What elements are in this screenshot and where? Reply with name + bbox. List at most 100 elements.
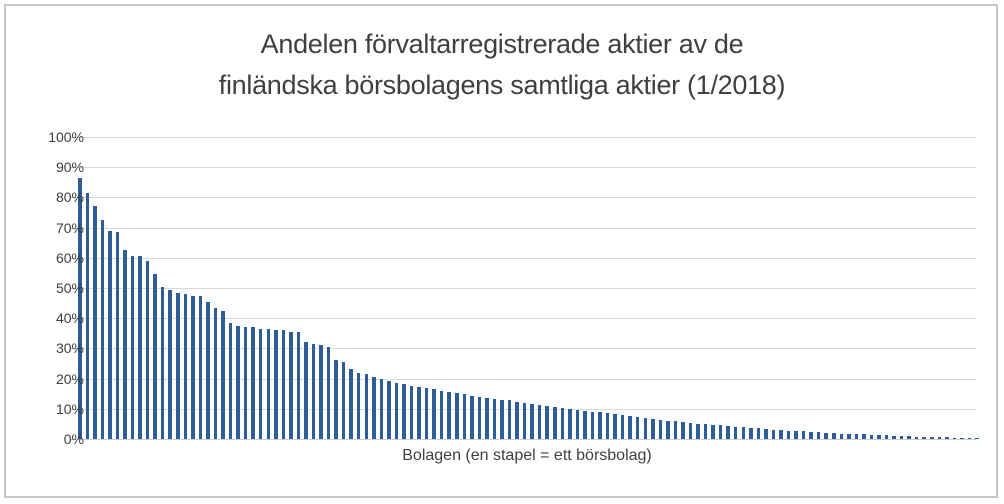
bar [349,368,353,439]
bar [598,412,602,439]
bar [138,256,142,439]
y-tick-mark [70,197,76,199]
y-tick-label-60: 60% [55,249,84,266]
bar [243,327,248,439]
bar [907,436,911,439]
bar [930,436,934,439]
bar [281,330,286,439]
bar [115,232,120,439]
bar [583,410,587,439]
bar [409,385,414,439]
bar [424,388,429,439]
bar [153,274,157,439]
bar [93,206,97,439]
bar [809,432,813,439]
bar [643,417,647,439]
bar [869,434,874,439]
bar [251,327,255,439]
y-tick-mark [70,227,76,229]
bar [862,434,866,439]
bar [387,381,391,439]
bar [296,331,301,439]
bar [816,432,821,439]
bar [145,260,150,439]
bar [530,403,534,439]
plot-area [70,137,979,440]
bar [945,437,949,439]
y-tick-mark [70,318,76,320]
bar [85,192,90,439]
bar [960,437,964,439]
gridline-80 [78,197,976,199]
bar [605,413,610,439]
bar [470,395,474,439]
y-tick-mark [70,348,76,350]
bar [545,406,549,439]
bar [839,433,844,439]
bar [266,328,270,439]
bar [515,401,519,439]
bar [628,416,632,439]
bar [500,399,504,439]
bar [507,400,512,439]
bar [537,405,542,439]
bar [794,431,798,439]
bar [666,420,670,439]
bar [688,423,693,439]
y-tick-mark [70,257,76,259]
gridline-20 [78,378,976,380]
bar [191,295,195,439]
bar [289,331,293,439]
bar [304,342,308,439]
bar [372,377,376,439]
y-tick-label-20: 20% [55,370,84,387]
bar [673,421,678,439]
y-tick-label-100: 100% [48,129,84,145]
bar [379,379,384,439]
bar [108,230,112,439]
bar [123,250,127,439]
bar [832,433,836,439]
bar [326,346,331,439]
bar [492,398,497,439]
bar [914,436,919,439]
bar [130,256,135,439]
bar [439,390,444,439]
bar [334,360,338,439]
bar [228,322,233,439]
bar [319,345,323,439]
x-axis-label: Bolagen (en stapel = ett börsbolag) [402,447,652,464]
bar [749,427,753,439]
bar [771,429,776,439]
bar [485,397,489,439]
bar [847,433,851,439]
bars-layer [78,137,979,439]
bar [967,437,972,439]
bar [718,425,723,439]
bar [402,384,406,439]
bar [176,292,180,439]
bar [711,424,715,439]
bar [221,310,225,439]
bar [522,402,527,439]
bar [658,419,663,439]
y-tick-mark [70,167,76,169]
bar [726,426,730,439]
gridline-10 [78,408,976,410]
chart-title-line-1: Andelen förvaltarregistrerade aktier av … [260,29,744,59]
bar [417,387,421,439]
bar [455,393,459,439]
bar [854,434,859,439]
bar [168,289,172,439]
bar [258,328,263,439]
bar [78,177,82,439]
bar [590,411,595,439]
bar [341,362,346,439]
bar [477,396,482,439]
bar [779,430,783,439]
bar [198,295,203,439]
y-tick-mark [70,288,76,289]
gridline-90 [78,167,976,169]
bar [703,424,708,439]
